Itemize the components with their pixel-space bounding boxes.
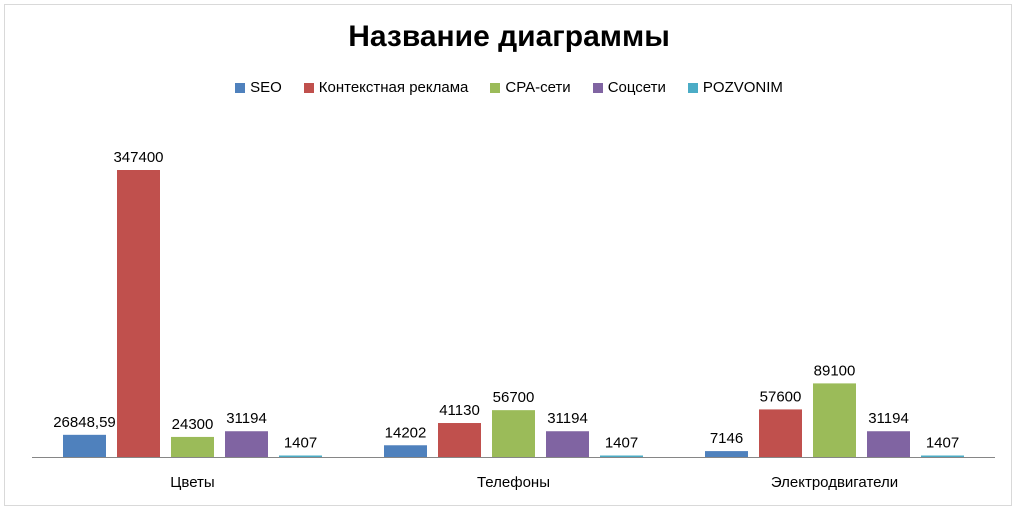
legend-swatch-pozvonim <box>687 82 698 93</box>
bar-4-1 <box>600 455 643 457</box>
bar-2-0 <box>171 436 214 457</box>
legend-item-social: Соцсети <box>592 79 666 96</box>
legend-swatch-social <box>592 82 603 93</box>
legend-item-seo: SEO <box>235 79 282 96</box>
legend-item-pozvonim: POZVONIM <box>687 79 783 96</box>
data-label-3-2: 31194 <box>868 410 909 427</box>
legend-label-social: Соцсети <box>607 79 666 96</box>
legend-swatch-cpa <box>490 82 501 93</box>
data-label-1-1: 41130 <box>439 402 480 419</box>
bar-1-0 <box>117 170 160 457</box>
x-tick-label-1: Телефоны <box>477 474 550 491</box>
data-label-2-1: 56700 <box>493 389 535 406</box>
x-tick-label-2: Электродвигатели <box>771 474 898 491</box>
data-label-3-0: 31194 <box>226 410 267 427</box>
bar-1-1 <box>438 423 481 457</box>
legend-label-context-ads: Контекстная реклама <box>318 79 469 96</box>
bar-2-1 <box>492 410 535 457</box>
bar-4-0 <box>279 455 322 457</box>
legend-swatch-context-ads <box>303 82 314 93</box>
legend-swatch-seo <box>235 82 246 93</box>
x-tick-label-0: Цветы <box>170 474 214 491</box>
bar-3-1 <box>546 431 589 457</box>
data-label-4-2: 1407 <box>926 435 959 452</box>
chart-title: Название диаграммы <box>348 20 670 53</box>
bar-0-0 <box>63 434 106 457</box>
data-label-2-0: 24300 <box>172 416 214 433</box>
data-label-4-1: 1407 <box>605 435 638 452</box>
legend-label-cpa: CPA-сети <box>505 79 571 96</box>
data-label-1-2: 57600 <box>760 388 802 405</box>
bar-1-2 <box>759 409 802 457</box>
bar-3-2 <box>867 431 910 457</box>
legend-item-context-ads: Контекстная реклама <box>303 79 469 96</box>
data-label-0-0: 26848,59 <box>53 414 116 431</box>
legend-label-seo: SEO <box>250 79 282 96</box>
data-label-2-2: 89100 <box>814 362 856 379</box>
bar-2-2 <box>813 383 856 457</box>
legend-item-cpa: CPA-сети <box>490 79 571 96</box>
chart-legend: SEO Контекстная реклама CPA-сети Соцсети… <box>0 79 1018 96</box>
data-label-4-0: 1407 <box>284 435 317 452</box>
legend-label-pozvonim: POZVONIM <box>702 79 783 96</box>
bar-0-1 <box>384 445 427 457</box>
bar-3-0 <box>225 431 268 457</box>
data-label-1-0: 347400 <box>113 149 163 166</box>
data-label-3-1: 31194 <box>547 410 588 427</box>
bar-4-2 <box>921 455 964 457</box>
bar-0-2 <box>705 451 748 457</box>
data-label-0-2: 7146 <box>710 430 743 447</box>
data-label-0-1: 14202 <box>385 424 427 441</box>
